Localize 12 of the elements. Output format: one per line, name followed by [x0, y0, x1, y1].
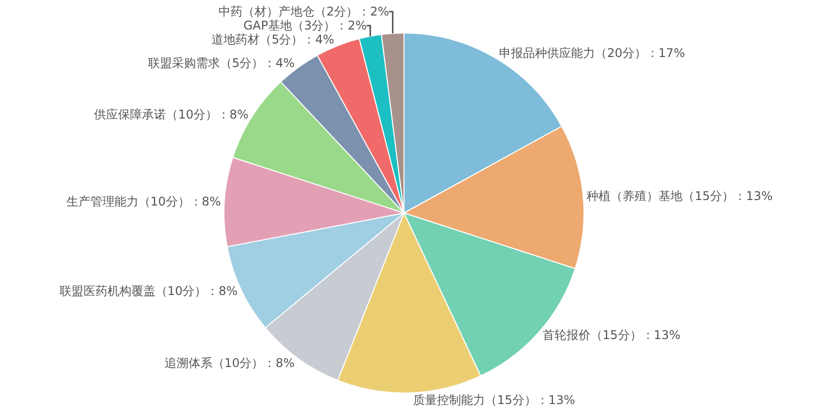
slice-label: 追溯体系（10分）：8% — [164, 356, 295, 370]
slice-label: 联盟采购需求（5分）：4% — [148, 56, 295, 70]
slice-label: 种植（养殖）基地（15分）：13% — [586, 189, 773, 203]
slice-label: 申报品种供应能力（20分）：17% — [499, 46, 686, 60]
slice-label: GAP基地（3分）：2% — [243, 18, 367, 33]
slice-label: 供应保障承诺（10分）：8% — [94, 108, 249, 122]
slice-label: 生产管理能力（10分）：8% — [66, 194, 221, 209]
slice-label: 中药（材）产地仓（2分）：2% — [218, 4, 390, 19]
slice-label: 质量控制能力（15分）：13% — [413, 392, 576, 407]
slice-label: 联盟医药机构覆盖（10分）：8% — [59, 284, 238, 298]
slice-label: 首轮报价（15分）：13% — [542, 328, 680, 342]
slice-label: 道地药材（5分）：4% — [212, 32, 334, 47]
